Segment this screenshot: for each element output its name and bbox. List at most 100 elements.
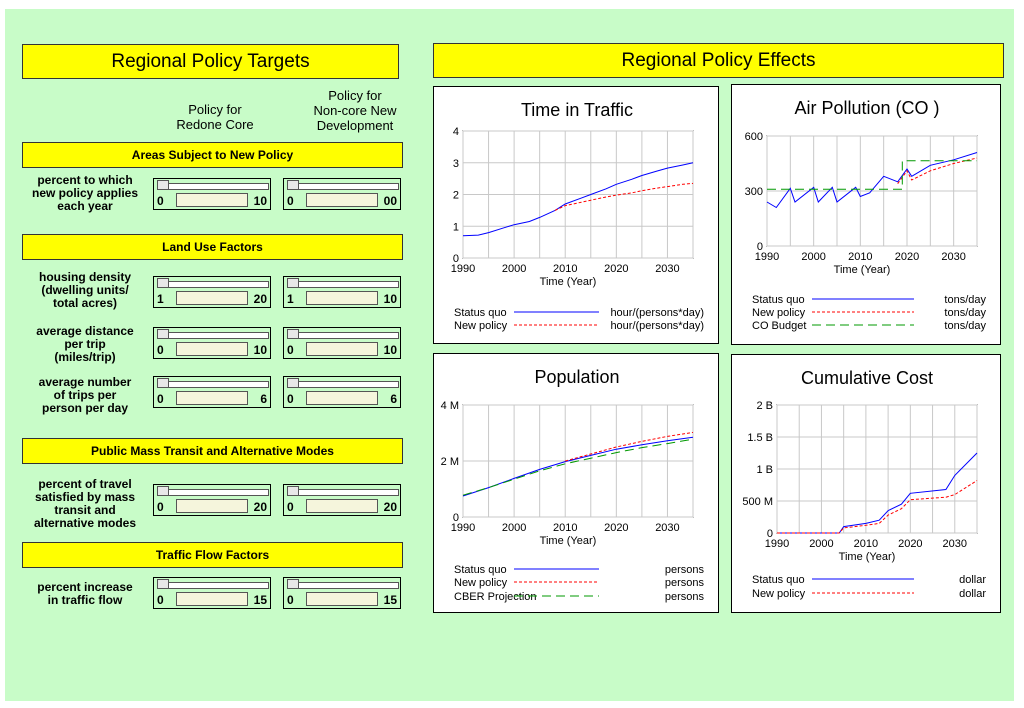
legend-name: Status quo	[454, 564, 507, 576]
policy-slider[interactable]: 1 20	[153, 276, 271, 308]
y-tick-label: 3	[453, 158, 459, 170]
legend-unit: hour/(persons*day)	[610, 307, 704, 319]
slider-value-box[interactable]	[306, 342, 378, 356]
policy-slider[interactable]: 0 00	[283, 178, 401, 210]
slider-track[interactable]	[157, 281, 269, 288]
policy-slider[interactable]: 1 10	[283, 276, 401, 308]
legend-unit: persons	[665, 564, 705, 576]
slider-thumb[interactable]	[157, 278, 169, 288]
chart-title: Cumulative Cost	[801, 368, 933, 388]
slider-value-box[interactable]	[176, 499, 248, 513]
legend-name: CO Budget	[752, 320, 806, 332]
slider-max-label: 10	[253, 343, 267, 357]
slider-value-box[interactable]	[306, 193, 378, 207]
legend-unit: tons/day	[944, 294, 986, 306]
slider-min-label: 0	[287, 593, 294, 607]
slider-value-box[interactable]	[176, 342, 248, 356]
legend-name: New policy	[454, 577, 508, 589]
slider-value-box[interactable]	[176, 592, 248, 606]
legend-unit: dollar	[959, 588, 986, 600]
slider-value-box[interactable]	[306, 391, 378, 405]
slider-thumb[interactable]	[157, 486, 169, 496]
chart-panel: Air Pollution (CO ) 0 300 600 1990 2000 2010 20…	[731, 84, 1001, 345]
section-banner: Traffic Flow Factors	[22, 542, 403, 568]
row-label: housing density (dwelling units/ total a…	[38, 270, 131, 310]
x-tick-label: 2010	[553, 522, 577, 534]
slider-max-label: 10	[253, 194, 267, 208]
slider-thumb[interactable]	[287, 378, 299, 388]
slider-min-label: 0	[157, 500, 164, 514]
x-tick-label: 2010	[848, 251, 872, 263]
effects-title: Regional Policy Effects	[433, 43, 1004, 78]
slider-value-box[interactable]	[176, 391, 248, 405]
slider-value-box[interactable]	[176, 291, 248, 305]
row-label: percent of travel satisfied by mass tran…	[33, 477, 137, 530]
y-tick-label: 4	[453, 126, 459, 138]
policy-slider[interactable]: 0 10	[153, 327, 271, 359]
slider-value-box[interactable]	[306, 291, 378, 305]
slider-thumb[interactable]	[157, 180, 169, 190]
chart-svg: Air Pollution (CO ) 0 300 600 1990 2000 2010 20…	[745, 98, 987, 332]
legend-name: Status quo	[752, 574, 805, 586]
slider-min-label: 0	[157, 343, 164, 357]
slider-thumb[interactable]	[287, 579, 299, 589]
slider-min-label: 0	[287, 392, 294, 406]
y-tick-label: 2	[453, 190, 459, 202]
slider-track[interactable]	[157, 183, 269, 190]
slider-track[interactable]	[287, 381, 399, 388]
y-tick-label: 1	[453, 221, 459, 233]
legend-unit: persons	[665, 577, 705, 589]
x-tick-label: 2000	[502, 263, 526, 275]
slider-track[interactable]	[287, 582, 399, 589]
series-line	[554, 182, 694, 211]
slider-track[interactable]	[287, 281, 399, 288]
slider-thumb[interactable]	[157, 579, 169, 589]
slider-track[interactable]	[157, 381, 269, 388]
policy-slider[interactable]: 0 10	[283, 327, 401, 359]
y-tick-label: 2 B	[756, 400, 773, 412]
slider-value-box[interactable]	[176, 193, 248, 207]
policy-slider[interactable]: 0 20	[283, 484, 401, 516]
legend-unit: tons/day	[944, 307, 986, 319]
slider-max-label: 15	[383, 593, 397, 607]
chart-svg: Time in Traffic 0 1 2 3 4 1990 2000 2010 2020 2030…	[451, 100, 704, 332]
slider-value-box[interactable]	[306, 499, 378, 513]
slider-max-label: 20	[383, 500, 397, 514]
policy-slider[interactable]: 0 15	[153, 577, 271, 609]
y-tick-label: 0	[757, 241, 763, 253]
section-banner: Public Mass Transit and Alternative Mode…	[22, 438, 403, 464]
x-tick-label: 2020	[604, 522, 628, 534]
slider-min-label: 0	[157, 593, 164, 607]
slider-track[interactable]	[157, 332, 269, 339]
legend-unit: dollar	[959, 574, 986, 586]
slider-value-box[interactable]	[306, 592, 378, 606]
legend-unit: tons/day	[944, 320, 986, 332]
slider-thumb[interactable]	[157, 378, 169, 388]
series-line	[766, 152, 978, 209]
slider-track[interactable]	[287, 183, 399, 190]
chart-title: Population	[534, 367, 619, 387]
x-axis-label: Time (Year)	[540, 535, 597, 547]
chart-title: Air Pollution (CO )	[794, 98, 939, 118]
series-line	[897, 157, 978, 184]
slider-track[interactable]	[287, 332, 399, 339]
policy-slider[interactable]: 0 10	[153, 178, 271, 210]
slider-thumb[interactable]	[287, 180, 299, 190]
slider-track[interactable]	[157, 582, 269, 589]
slider-thumb[interactable]	[287, 329, 299, 339]
chart-svg: Cumulative Cost 0 500 M 1 B 1.5 B 2 B 1990 2000…	[742, 368, 986, 600]
legend-name: Status quo	[752, 294, 805, 306]
slider-max-label: 6	[260, 392, 267, 406]
policy-slider[interactable]: 0 15	[283, 577, 401, 609]
legend-name: Status quo	[454, 307, 507, 319]
slider-thumb[interactable]	[287, 486, 299, 496]
slider-track[interactable]	[287, 489, 399, 496]
policy-slider[interactable]: 0 20	[153, 484, 271, 516]
slider-track[interactable]	[157, 489, 269, 496]
legend-name: New policy	[752, 307, 806, 319]
slider-max-label: 00	[383, 194, 397, 208]
slider-thumb[interactable]	[287, 278, 299, 288]
slider-thumb[interactable]	[157, 329, 169, 339]
